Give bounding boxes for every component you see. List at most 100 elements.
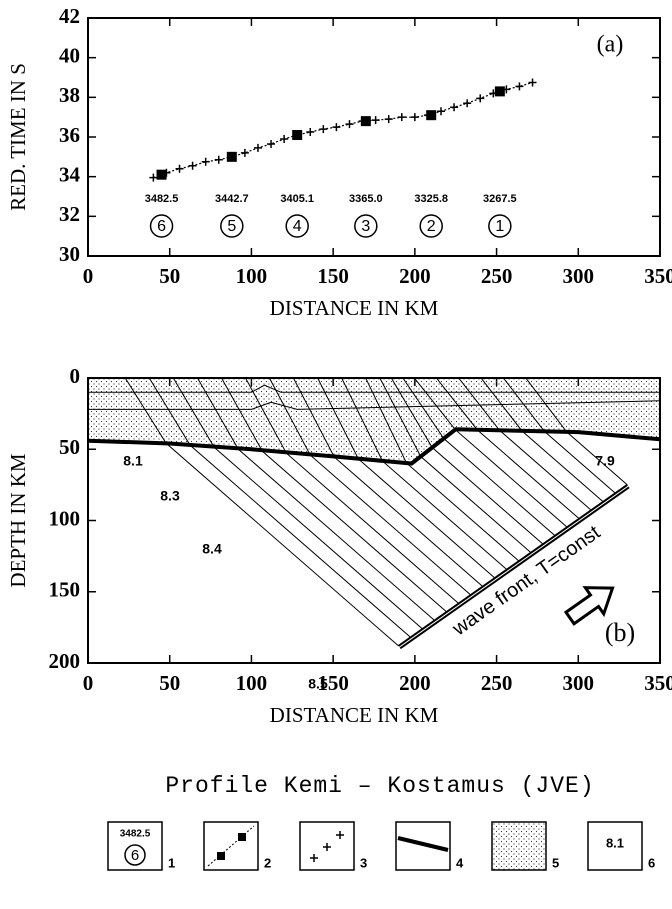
cross [280, 134, 289, 143]
x-tick-label: 350 [644, 264, 672, 288]
cross [188, 161, 197, 170]
figure-title: Profile Kemi – Kostamus (JVE) [165, 773, 594, 799]
cross [515, 82, 524, 91]
legend-text: 3482.5 [120, 829, 151, 840]
legend-square [238, 833, 246, 841]
layer-boundary [88, 400, 661, 410]
cross [201, 157, 210, 166]
cross [397, 113, 406, 122]
legend-circle [124, 844, 146, 866]
x-tick-label: 300 [563, 671, 595, 695]
station-circle [220, 214, 244, 238]
station-code: 3405.1 [280, 193, 314, 205]
panel-label: (a) [597, 32, 624, 58]
legend-cross [323, 843, 331, 851]
velocity-label: 8.1 [123, 453, 143, 469]
legend-text: 8.1 [606, 835, 624, 850]
cross [149, 173, 158, 182]
cross [384, 115, 393, 124]
station-circle [149, 214, 174, 238]
y-tick-label: 34 [59, 162, 81, 186]
x-axis-label: DISTANCE IN KM [270, 703, 439, 727]
velocity-label: 7.9 [595, 453, 615, 469]
legend-number: 2 [264, 855, 271, 870]
x-tick-label: 100 [236, 671, 268, 695]
legend-box [491, 821, 547, 871]
crust-fill [88, 378, 660, 464]
station-square [156, 169, 167, 180]
y-tick-label: 40 [59, 43, 80, 67]
station-code: 3442.7 [215, 193, 249, 205]
station-code: 3365.0 [349, 193, 383, 205]
y-tick-label: 38 [59, 83, 80, 107]
propagation-arrow [563, 586, 615, 626]
station-code: 3325.8 [414, 193, 448, 205]
station-circle [488, 214, 512, 238]
y-tick-label: 150 [49, 578, 81, 602]
cross [319, 125, 328, 134]
legend-box [587, 821, 643, 871]
y-tick-label: 32 [59, 202, 80, 226]
cross [450, 103, 459, 112]
x-tick-label: 200 [399, 671, 431, 695]
station-circle [419, 214, 443, 238]
cross [476, 94, 485, 103]
cross [306, 128, 315, 137]
y-tick-label: 100 [49, 506, 81, 530]
y-axis-label: RED. TIME IN S [6, 63, 30, 211]
legend-cross [336, 831, 344, 839]
x-tick-label: 150 [317, 671, 349, 695]
station-number: 5 [227, 218, 236, 235]
station-number: 4 [293, 218, 302, 235]
y-tick-label: 50 [59, 435, 80, 459]
cross [410, 113, 419, 122]
station-square [494, 86, 505, 97]
x-tick-label: 300 [563, 264, 595, 288]
station-code: 3482.5 [145, 193, 179, 205]
panel-label: (b) [605, 618, 635, 647]
station-square [226, 151, 237, 162]
cross [214, 155, 223, 164]
y-tick-label: 0 [70, 364, 81, 388]
y-tick-label: 30 [59, 242, 80, 266]
x-tick-label: 50 [159, 671, 180, 695]
x-axis-label: DISTANCE IN KM [270, 296, 439, 320]
station-circle [285, 214, 309, 238]
x-tick-label: 0 [83, 264, 94, 288]
y-tick-label: 42 [59, 4, 80, 28]
x-tick-label: 100 [236, 264, 268, 288]
travel-time-line [153, 81, 533, 179]
legend-box [203, 821, 259, 871]
layer-boundary [88, 384, 660, 393]
x-tick-label: 250 [481, 264, 513, 288]
station-circle [354, 214, 378, 238]
legend-cross [310, 854, 318, 862]
x-tick-label: 250 [481, 671, 513, 695]
station-square [360, 116, 371, 127]
plot-frame [87, 17, 661, 257]
cross [345, 120, 354, 129]
legend-number: 6 [648, 855, 655, 870]
cross [175, 164, 184, 173]
cross [253, 143, 262, 152]
velocity-label: 8.5 [308, 676, 328, 692]
y-tick-label: 36 [59, 123, 80, 147]
station-square [426, 110, 437, 121]
cross [332, 123, 341, 132]
velocity-label: 8.3 [160, 488, 180, 504]
station-number: 3 [361, 218, 370, 235]
x-tick-label: 50 [159, 264, 180, 288]
station-number: 1 [495, 218, 504, 235]
x-tick-label: 350 [644, 671, 672, 695]
legend-number: 4 [456, 855, 464, 870]
cross [371, 116, 380, 125]
y-tick-label: 200 [49, 649, 81, 673]
station-number: 2 [427, 218, 436, 235]
legend-number: 3 [360, 855, 367, 870]
plot-frame [87, 377, 661, 664]
legend-thick-line [397, 836, 449, 852]
velocity-label: 8.4 [202, 541, 222, 557]
x-tick-label: 150 [317, 264, 349, 288]
legend-square [217, 852, 225, 860]
cross [437, 107, 446, 116]
